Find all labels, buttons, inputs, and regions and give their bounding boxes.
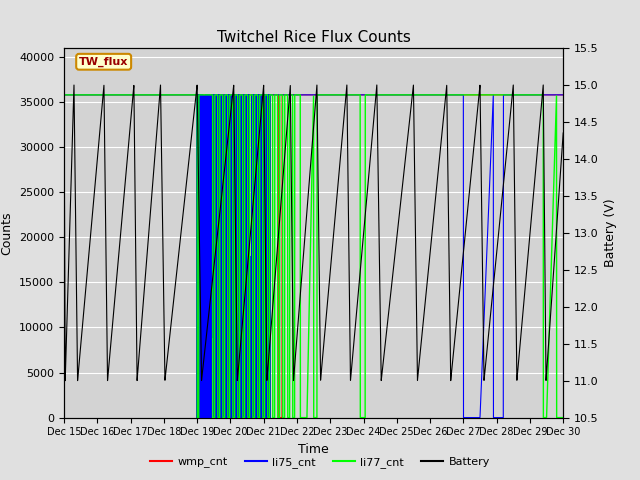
li75_cnt — [158, 92, 166, 98]
Battery — [559, 130, 567, 136]
Battery — [533, 155, 541, 160]
Line: wmp_cnt: wmp_cnt — [64, 95, 563, 418]
Text: TW_flux: TW_flux — [79, 57, 129, 67]
li75_cnt — [304, 92, 312, 98]
wmp_cnt — [90, 92, 98, 98]
Legend: wmp_cnt, li75_cnt, li77_cnt, Battery: wmp_cnt, li75_cnt, li77_cnt, Battery — [145, 452, 495, 472]
li75_cnt — [63, 92, 70, 98]
Title: Twitchel Rice Flux Counts: Twitchel Rice Flux Counts — [217, 30, 410, 46]
li77_cnt — [63, 92, 70, 98]
li75_cnt — [559, 92, 567, 98]
Battery — [158, 176, 166, 181]
Y-axis label: Battery (V): Battery (V) — [604, 199, 617, 267]
Line: li77_cnt: li77_cnt — [64, 95, 563, 418]
wmp_cnt — [195, 415, 203, 420]
Battery — [90, 194, 98, 200]
wmp_cnt — [158, 92, 166, 98]
li77_cnt — [158, 92, 166, 98]
Battery — [81, 298, 88, 303]
wmp_cnt — [304, 92, 312, 98]
Battery — [63, 341, 70, 347]
Battery — [60, 82, 68, 88]
li75_cnt — [90, 92, 98, 98]
wmp_cnt — [533, 92, 541, 98]
Line: li75_cnt: li75_cnt — [64, 95, 563, 418]
li77_cnt — [304, 360, 312, 365]
li75_cnt — [81, 92, 88, 98]
li77_cnt — [533, 92, 541, 98]
Battery — [61, 378, 69, 384]
li77_cnt — [559, 415, 567, 420]
Y-axis label: Counts: Counts — [1, 211, 13, 254]
wmp_cnt — [81, 92, 88, 98]
li77_cnt — [60, 92, 68, 98]
X-axis label: Time: Time — [298, 443, 329, 456]
li75_cnt — [60, 92, 68, 98]
Line: Battery: Battery — [64, 85, 563, 381]
li75_cnt — [193, 415, 201, 420]
Battery — [304, 194, 312, 200]
wmp_cnt — [63, 92, 70, 98]
li75_cnt — [533, 92, 541, 98]
li77_cnt — [81, 92, 88, 98]
wmp_cnt — [559, 92, 567, 98]
li77_cnt — [193, 415, 201, 420]
wmp_cnt — [60, 92, 68, 98]
li77_cnt — [90, 92, 98, 98]
